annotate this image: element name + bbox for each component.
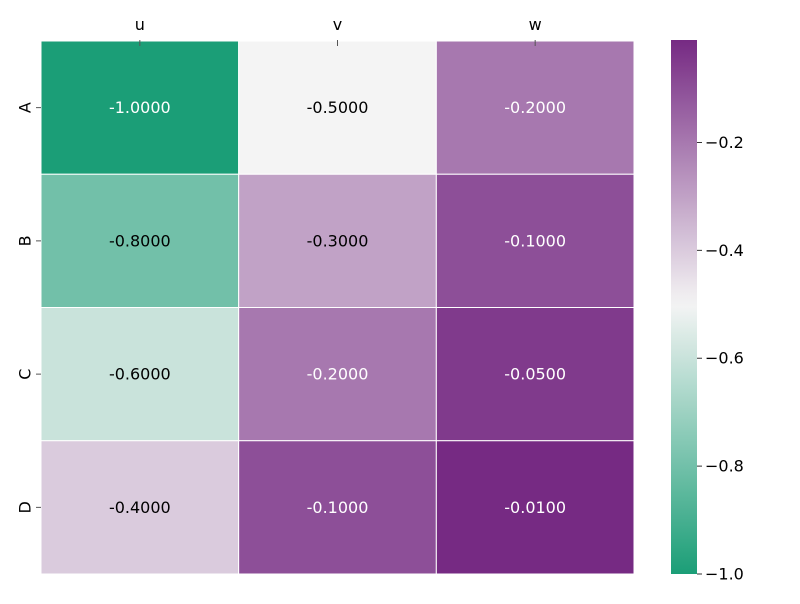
x-tick-label-u: u — [135, 15, 145, 34]
colorbar-tick-label-4: −0.2 — [705, 133, 744, 152]
y-tick-label-A: A — [16, 102, 35, 113]
x-axis: u v w — [135, 15, 542, 46]
heatmap-cell-D-w — [435, 440, 635, 575]
heatmap-cell-labels: -1.0000 -0.5000 -0.2000 -0.8000 -0.3000 -0.10… — [109, 98, 566, 517]
heatmap-cell-C-v — [238, 307, 437, 442]
cell-label-C-w: -0.0500 — [504, 365, 566, 384]
colorbar-tick-label-2: −0.6 — [705, 349, 744, 368]
cell-label-A-w: -0.2000 — [504, 98, 566, 117]
y-axis: A B C D — [16, 102, 41, 514]
heatmap-cells — [40, 40, 635, 575]
cell-label-B-u: -0.8000 — [109, 231, 171, 250]
cell-label-D-v: -0.1000 — [307, 498, 369, 517]
colorbar: −1.0 −0.8 −0.6 −0.4 −0.2 — [671, 40, 744, 584]
heatmap-cell-A-v — [238, 40, 437, 175]
y-tick-label-B: B — [16, 235, 35, 246]
colorbar-tick-label-0: −1.0 — [705, 565, 744, 584]
heatmap-cell-C-u — [40, 307, 240, 442]
heatmap-cell-B-v — [238, 173, 437, 308]
y-tick-label-D: D — [16, 501, 35, 513]
cell-label-C-u: -0.6000 — [109, 365, 171, 384]
colorbar-tick-label-1: −0.8 — [705, 457, 744, 476]
cell-label-A-u: -1.0000 — [109, 98, 171, 117]
cell-label-A-v: -0.5000 — [307, 98, 369, 117]
cell-label-C-v: -0.2000 — [307, 365, 369, 384]
cell-label-B-w: -0.1000 — [504, 231, 566, 250]
x-tick-label-v: v — [333, 15, 342, 34]
heatmap-cell-B-w — [435, 173, 635, 308]
heatmap-cell-A-u — [40, 40, 240, 175]
colorbar-gradient — [671, 40, 697, 574]
heatmap-cell-B-u — [40, 173, 240, 308]
y-tick-label-C: C — [16, 369, 35, 380]
heatmap-cell-D-u — [40, 440, 240, 575]
cell-label-D-w: -0.0100 — [504, 498, 566, 517]
cell-label-B-v: -0.3000 — [307, 231, 369, 250]
cell-label-D-u: -0.4000 — [109, 498, 171, 517]
x-tick-label-w: w — [529, 15, 542, 34]
colorbar-tick-label-3: −0.4 — [705, 241, 744, 260]
